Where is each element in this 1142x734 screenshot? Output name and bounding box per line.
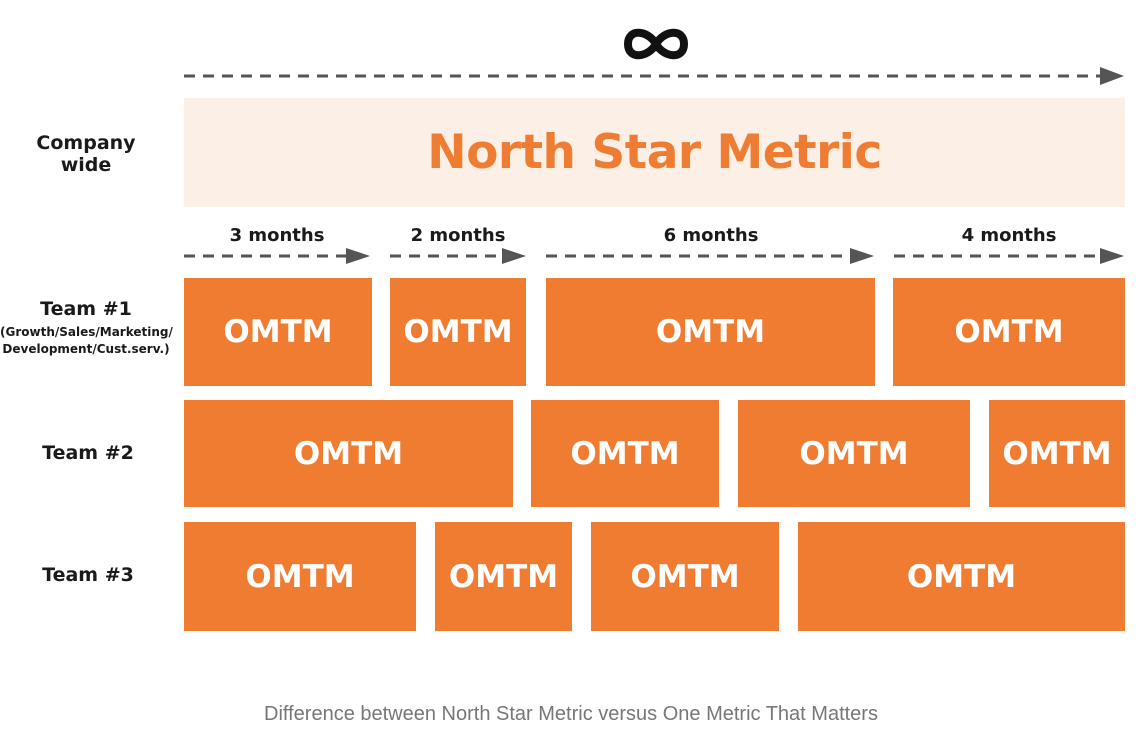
- omtm-label: OMTM: [223, 314, 333, 350]
- omtm-label: OMTM: [630, 558, 740, 595]
- period-label-4: 4 months: [961, 225, 1057, 246]
- omtm-label: OMTM: [448, 558, 559, 595]
- omtm-label: OMTM: [1002, 435, 1112, 472]
- team-3-omtm-block: OMTM: [798, 522, 1125, 631]
- team-3-omtm-block: OMTM: [435, 522, 572, 631]
- period-arrow-2-months: [390, 248, 526, 264]
- north-star-metric-banner: North Star Metric: [184, 98, 1125, 207]
- period-arrow-4-months: [894, 248, 1124, 264]
- omtm-label: OMTM: [245, 558, 355, 595]
- team-3-label: Team #3: [42, 564, 134, 586]
- team-3-omtm-block: OMTM: [184, 522, 416, 631]
- company-wide-label: Company wide: [36, 132, 136, 176]
- team-1-label: Team #1: [40, 298, 132, 320]
- figure-caption: Difference between North Star Metric ver…: [264, 703, 878, 725]
- team-1-sublabel-line2: Development/Cust.serv.): [2, 342, 170, 357]
- infinity-icon: [623, 28, 689, 60]
- omtm-label: OMTM: [293, 435, 404, 472]
- omtm-label: OMTM: [403, 314, 513, 350]
- top-timeline-arrow: [184, 67, 1124, 85]
- period-label-2: 2 months: [410, 225, 506, 246]
- team-2-label: Team #2: [42, 442, 134, 464]
- team-2-omtm-block: OMTM: [989, 400, 1125, 507]
- omtm-label: OMTM: [570, 435, 680, 472]
- team-2-omtm-block: OMTM: [184, 400, 513, 507]
- team-1-sublabel-line1: (Growth/Sales/Marketing/: [0, 325, 173, 339]
- team-1-label-group: Team #1 (Growth/Sales/Marketing/ Develop…: [0, 298, 173, 359]
- team-2-omtm-block: OMTM: [531, 400, 719, 507]
- team-1-omtm-block: OMTM: [184, 278, 372, 386]
- period-arrow-3-months: [184, 248, 370, 264]
- omtm-label: OMTM: [799, 435, 909, 472]
- team-1-omtm-block: OMTM: [390, 278, 526, 386]
- period-label-1: 3 months: [229, 225, 325, 246]
- team-1-omtm-block: OMTM: [546, 278, 875, 386]
- north-star-metric-text: North Star Metric: [427, 125, 882, 180]
- team-3-omtm-block: OMTM: [591, 522, 779, 631]
- team-1-omtm-block: OMTM: [893, 278, 1125, 386]
- omtm-label: OMTM: [906, 558, 1017, 595]
- period-label-3: 6 months: [663, 225, 759, 246]
- team-2-omtm-block: OMTM: [738, 400, 970, 507]
- period-arrow-6-months: [546, 248, 874, 264]
- omtm-label: OMTM: [655, 314, 766, 350]
- omtm-label: OMTM: [954, 314, 1064, 350]
